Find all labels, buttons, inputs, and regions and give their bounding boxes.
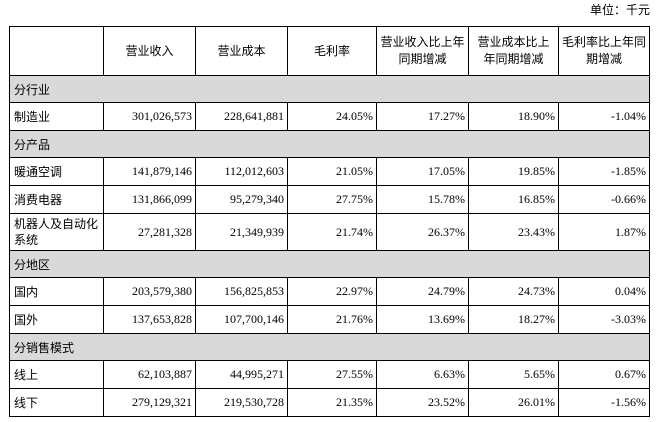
- header-row: 营业收入 营业成本 毛利率 营业收入比上年同期增减 营业成本比上年同期增减 毛利…: [9, 26, 650, 76]
- value-cell: 24.05%: [287, 102, 377, 131]
- value-cell: 203,579,380: [103, 277, 196, 306]
- segment-financials-table: 营业收入 营业成本 毛利率 营业收入比上年同期增减 营业成本比上年同期增减 毛利…: [9, 26, 650, 417]
- value-cell: 21.35%: [287, 388, 377, 417]
- value-cell: 27,281,328: [103, 213, 196, 251]
- value-cell: 16.85%: [468, 185, 559, 214]
- value-cell: 6.63%: [376, 360, 469, 389]
- section-title: 分产品: [9, 130, 650, 158]
- row-label: 暖通空调: [9, 157, 104, 186]
- value-cell: 279,129,321: [103, 388, 196, 417]
- row-label: 消费电器: [9, 185, 104, 214]
- value-cell: -0.66%: [558, 185, 650, 214]
- table-row: 暖通空调 141,879,146 112,012,603 21.05% 17.05% 19…: [9, 157, 650, 186]
- value-cell: 131,866,099: [103, 185, 196, 214]
- value-cell: 17.05%: [376, 157, 469, 186]
- value-cell: 27.75%: [287, 185, 377, 214]
- value-cell: 18.90%: [468, 102, 559, 131]
- section-row: 分销售模式: [9, 333, 650, 361]
- value-cell: -1.56%: [558, 388, 650, 417]
- value-cell: 21,349,939: [195, 213, 288, 251]
- value-cell: 27.55%: [287, 360, 377, 389]
- value-cell: 301,026,573: [103, 102, 196, 131]
- value-cell: 15.78%: [376, 185, 469, 214]
- table-row: 国内 203,579,380 156,825,853 22.97% 24.79% 24.7…: [9, 277, 650, 306]
- section-title: 分销售模式: [9, 333, 650, 361]
- value-cell: 19.85%: [468, 157, 559, 186]
- col-header-revenue-yoy: 营业收入比上年同期增减: [376, 26, 469, 76]
- value-cell: 21.74%: [287, 213, 377, 251]
- row-label: 国内: [9, 277, 104, 306]
- row-label: 线上: [9, 360, 104, 389]
- col-header-margin-yoy: 毛利率比上年同期增减: [558, 26, 650, 76]
- value-cell: 0.67%: [558, 360, 650, 389]
- value-cell: 0.04%: [558, 277, 650, 306]
- unit-label: 单位：千元: [589, 3, 650, 17]
- value-cell: 44,995,271: [195, 360, 288, 389]
- value-cell: -3.03%: [558, 305, 650, 334]
- row-label: 机器人及自动化系统: [9, 213, 104, 251]
- value-cell: 24.73%: [468, 277, 559, 306]
- section-row: 分地区: [9, 250, 650, 278]
- value-cell: 228,641,881: [195, 102, 288, 131]
- value-cell: 26.37%: [376, 213, 469, 251]
- value-cell: 18.27%: [468, 305, 559, 334]
- value-cell: 141,879,146: [103, 157, 196, 186]
- section-title: 分行业: [9, 75, 650, 103]
- value-cell: 137,653,828: [103, 305, 196, 334]
- table-row: 制造业 301,026,573 228,641,881 24.05% 17.27% 18.…: [9, 102, 650, 131]
- value-cell: 23.52%: [376, 388, 469, 417]
- value-cell: 13.69%: [376, 305, 469, 334]
- section-row: 分行业: [9, 75, 650, 103]
- value-cell: 22.97%: [287, 277, 377, 306]
- table-row: 消费电器 131,866,099 95,279,340 27.75% 15.78% 16.…: [9, 185, 650, 214]
- col-header-revenue: 营业收入: [103, 26, 196, 76]
- value-cell: 26.01%: [468, 388, 559, 417]
- value-cell: 17.27%: [376, 102, 469, 131]
- value-cell: 21.76%: [287, 305, 377, 334]
- row-label: 线下: [9, 388, 104, 417]
- row-label: 国外: [9, 305, 104, 334]
- value-cell: 219,530,728: [195, 388, 288, 417]
- col-header-cost: 营业成本: [195, 26, 288, 76]
- table-row: 机器人及自动化系统 27,281,328 21,349,939 21.74% 26.37…: [9, 213, 650, 251]
- section-row: 分产品: [9, 130, 650, 158]
- table-row: 线上 62,103,887 44,995,271 27.55% 6.63% 5.65% 0.…: [9, 360, 650, 389]
- table-row: 国外 137,653,828 107,700,146 21.76% 13.69% 18.2…: [9, 305, 650, 334]
- value-cell: 107,700,146: [195, 305, 288, 334]
- value-cell: 62,103,887: [103, 360, 196, 389]
- value-cell: 24.79%: [376, 277, 469, 306]
- row-label: 制造业: [9, 102, 104, 131]
- value-cell: -1.04%: [558, 102, 650, 131]
- value-cell: 156,825,853: [195, 277, 288, 306]
- value-cell: -1.85%: [558, 157, 650, 186]
- value-cell: 21.05%: [287, 157, 377, 186]
- value-cell: 5.65%: [468, 360, 559, 389]
- value-cell: 95,279,340: [195, 185, 288, 214]
- col-header-row-label: [9, 26, 104, 76]
- value-cell: 23.43%: [468, 213, 559, 251]
- value-cell: 112,012,603: [195, 157, 288, 186]
- col-header-cost-yoy: 营业成本比上年同期增减: [468, 26, 559, 76]
- value-cell: 1.87%: [558, 213, 650, 251]
- col-header-gross-margin: 毛利率: [287, 26, 377, 76]
- table-row: 线下 279,129,321 219,530,728 21.35% 23.52% 26.0…: [9, 388, 650, 417]
- section-title: 分地区: [9, 250, 650, 278]
